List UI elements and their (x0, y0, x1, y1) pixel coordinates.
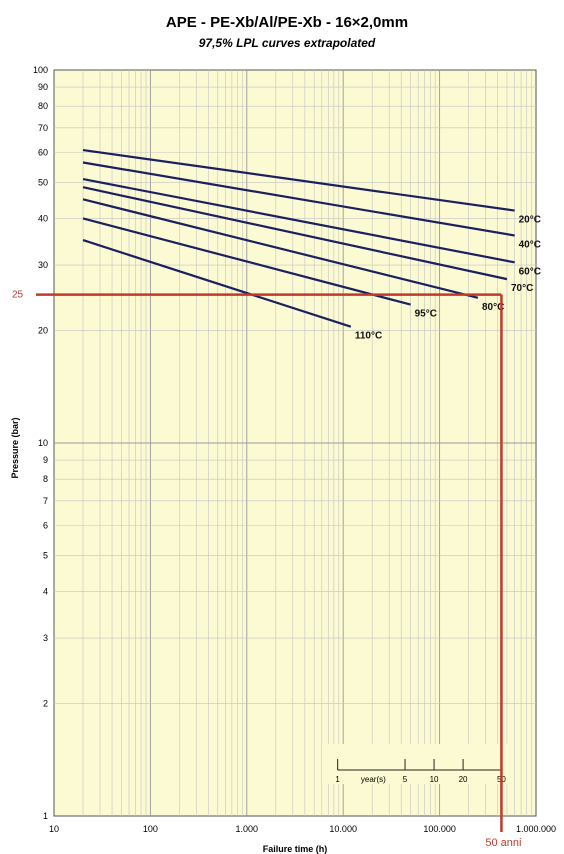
y-tick-label: 50 (38, 177, 48, 187)
tick-labels: 10 100 1.000 10.000 100.000 1.000.000 1 2 3 4 5 6 7 8… (33, 65, 556, 834)
time-50-years-label: 50 anni (485, 837, 521, 849)
year-scale-label: year(s) (361, 775, 386, 784)
year-scale-tick-label: 1 (335, 775, 340, 784)
series-line (82, 186, 508, 281)
grid-lines (54, 70, 536, 816)
series-label: 70°C (511, 283, 533, 294)
series-line (82, 161, 515, 237)
y-axis-label: Pressure (bar) (10, 417, 20, 478)
y-tick-label: 10 (38, 438, 48, 448)
y-tick-label: 6 (43, 521, 48, 531)
series-line (82, 239, 352, 328)
y-tick-label: 20 (38, 326, 48, 336)
series-label: 95°C (415, 309, 437, 320)
year-scale-tick-label: 5 (403, 775, 408, 784)
series-line (82, 217, 411, 306)
chart-title: APE - PE-Xb/Al/PE-Xb - 16×2,0mm (166, 14, 408, 31)
y-tick-label: 60 (38, 148, 48, 158)
year-scale-tick-label: 10 (430, 775, 439, 784)
x-tick-label: 10.000 (329, 824, 357, 834)
y-tick-label: 7 (43, 496, 48, 506)
x-tick-label: 100 (143, 824, 158, 834)
x-tick-label: 1.000 (236, 824, 259, 834)
series-label: 60°C (519, 266, 541, 277)
series-label: 20°C (519, 215, 541, 226)
chart-subtitle: 97,5% LPL curves extrapolated (199, 36, 376, 50)
series-lines: 20°C 40°C 60°C 70°C 80°C 95°C 110°C (82, 148, 541, 342)
y-tick-label: 5 (43, 550, 48, 560)
series-line (82, 148, 515, 212)
y-tick-label: 2 (43, 699, 48, 709)
year-scale-tick-label: 20 (459, 775, 468, 784)
y-tick-label: 80 (38, 101, 48, 111)
pressure-25-label: 25 (12, 290, 24, 301)
x-tick-label: 10 (49, 824, 59, 834)
y-tick-label: 1 (43, 811, 48, 821)
year-scale-box (322, 744, 514, 784)
y-tick-label: 30 (38, 260, 48, 270)
series-line (82, 198, 479, 299)
y-tick-label: 90 (38, 82, 48, 92)
x-tick-label: 100.000 (423, 824, 456, 834)
series-label: 110°C (355, 331, 382, 342)
y-tick-label: 70 (38, 123, 48, 133)
x-axis-label: Failure time (h) (263, 844, 328, 854)
series-label: 40°C (519, 239, 541, 250)
series-label: 80°C (482, 302, 504, 313)
y-tick-label: 8 (43, 474, 48, 484)
y-tick-label: 9 (43, 455, 48, 465)
y-tick-label: 3 (43, 633, 48, 643)
y-tick-label: 4 (43, 586, 48, 596)
year-scale: 15102050year(s) (322, 744, 514, 784)
series-line (82, 177, 515, 264)
y-tick-label: 40 (38, 213, 48, 223)
y-tick-label: 100 (33, 65, 48, 75)
x-tick-label: 1.000.000 (516, 824, 556, 834)
